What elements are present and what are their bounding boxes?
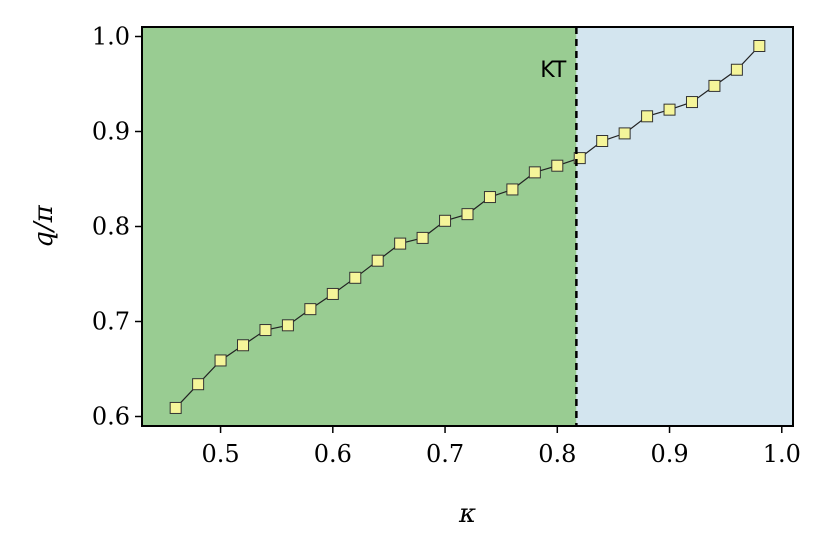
- x-tick-label: 0.7: [426, 440, 464, 468]
- data-point: [326, 287, 339, 300]
- data-point: [259, 324, 272, 337]
- data-point: [551, 159, 564, 172]
- data-point: [192, 378, 205, 391]
- phase-region-1: [576, 27, 793, 426]
- x-tick-label: 0.5: [201, 440, 239, 468]
- data-point: [730, 63, 743, 76]
- data-point: [169, 401, 182, 414]
- x-axis-ticks: 0.5 0.6 0.7 0.8 0.9 1.0: [201, 426, 801, 468]
- data-point: [237, 339, 250, 352]
- kt-label: KT: [540, 58, 567, 83]
- x-tick-label: 0.8: [538, 440, 576, 468]
- data-series: [169, 40, 766, 414]
- data-point: [708, 79, 721, 92]
- x-tick-label: 0.6: [314, 440, 352, 468]
- data-point: [753, 40, 766, 52]
- x-axis-label: κ: [458, 499, 476, 529]
- data-point: [618, 127, 631, 140]
- y-axis-ticks: 0.6 0.7 0.8 0.9 1.0: [92, 23, 142, 431]
- data-point: [596, 135, 609, 147]
- data-point: [685, 96, 698, 109]
- x-tick-label: 1.0: [763, 440, 801, 468]
- data-point: [483, 191, 496, 204]
- data-point: [663, 103, 676, 116]
- data-point: [641, 110, 654, 123]
- data-point: [506, 183, 519, 196]
- data-point: [439, 214, 452, 227]
- y-tick-label: 0.7: [92, 308, 130, 336]
- data-point: [528, 166, 541, 179]
- data-point: [281, 319, 294, 332]
- y-axis-label: q/π: [29, 204, 59, 247]
- data-point: [371, 254, 384, 267]
- phase-regions: [142, 27, 793, 426]
- kt-transition: KT: [540, 27, 578, 426]
- data-point: [394, 237, 407, 250]
- phase-region-0: [142, 27, 577, 426]
- y-tick-label: 0.8: [92, 213, 130, 241]
- x-tick-label: 0.9: [650, 440, 688, 468]
- y-tick-label: 0.9: [92, 118, 130, 146]
- data-point: [416, 231, 429, 244]
- y-tick-label: 0.6: [92, 403, 130, 431]
- y-tick-label: 1.0: [92, 23, 130, 51]
- data-point: [214, 354, 227, 367]
- data-point: [349, 271, 362, 284]
- data-point: [304, 303, 317, 316]
- data-point: [461, 208, 474, 221]
- data-point: [573, 152, 586, 165]
